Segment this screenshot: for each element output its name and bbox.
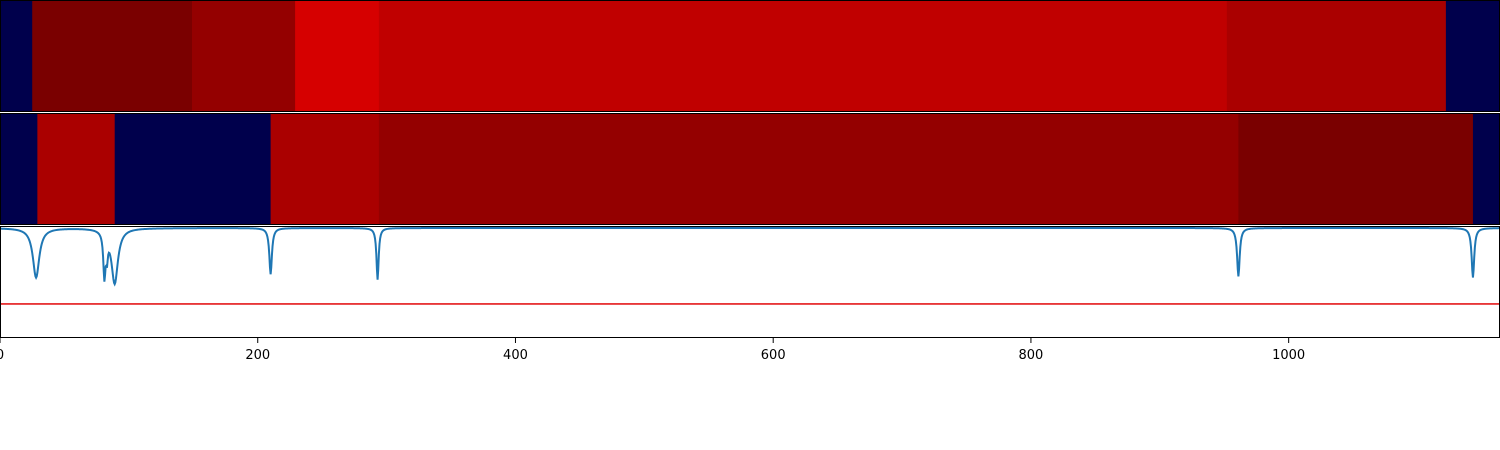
series-line: [0, 227, 1500, 287]
heatmap-cell: [0, 113, 38, 225]
panel-border: [0, 226, 1500, 338]
heatmap-row: [0, 0, 1500, 112]
heatmap-cell: [1238, 113, 1474, 225]
heatmap-cell: [295, 0, 380, 112]
heatmap-cell: [114, 113, 272, 225]
x-tick-label: 400: [503, 348, 528, 363]
heatmap-cell: [37, 113, 116, 225]
heatmap-rows: [0, 0, 1500, 225]
heatmap-cell: [192, 0, 296, 112]
heatmap-cell: [1472, 113, 1500, 225]
x-tick-label: 1000: [1272, 348, 1305, 363]
heatmap-cell: [378, 0, 1228, 112]
heatmap-cell: [270, 113, 380, 225]
heatmap-cell: [378, 113, 1239, 225]
heatmap-cell: [0, 0, 33, 112]
heatmap-cell: [1445, 0, 1500, 112]
x-tick-label: 800: [1019, 348, 1044, 363]
heatmap-cell: [32, 0, 193, 112]
x-tick-label: 200: [245, 348, 270, 363]
x-axis: 0 200 400 600 800 1000: [0, 338, 1305, 363]
heatmap-cell: [1226, 0, 1447, 112]
x-tick-label: 600: [761, 348, 786, 363]
line-panel: [0, 227, 1500, 305]
heatmap-row: [0, 113, 1500, 225]
x-tick-label: 0: [0, 348, 4, 363]
